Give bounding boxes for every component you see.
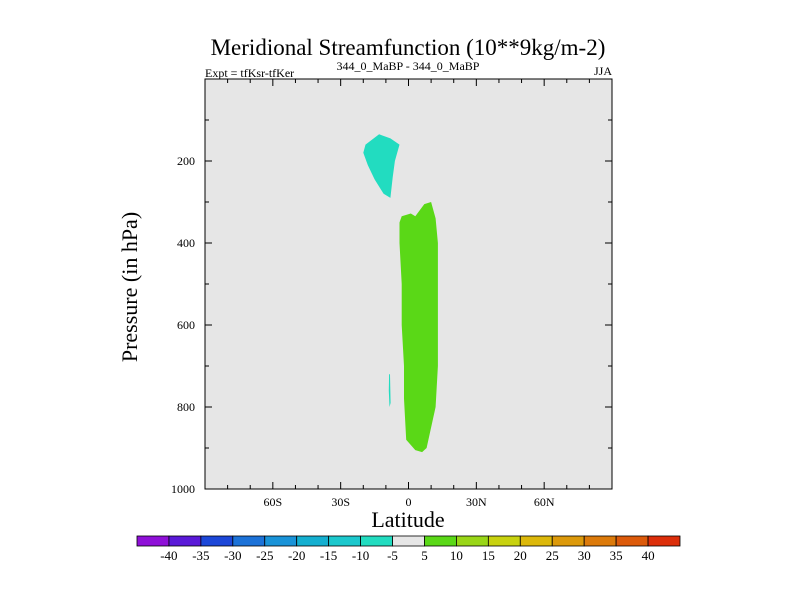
colorbar-swatch <box>168 535 202 547</box>
experiment-label: Expt = tfKsr-tfKer <box>205 66 294 80</box>
colorbar-swatch <box>519 535 553 547</box>
y-axis-label: Pressure (in hPa) <box>117 212 142 362</box>
x-axis-label: Latitude <box>371 507 444 532</box>
contour-region-negative-sliver <box>388 374 391 407</box>
colorbar-label: -40 <box>160 548 177 563</box>
chart-title: Meridional Streamfunction (10**9kg/m-2) <box>211 35 606 60</box>
contour-regions <box>363 134 438 453</box>
colorbar-swatch <box>136 535 170 547</box>
x-tick-label: 60N <box>534 495 555 509</box>
season-label: JJA <box>594 64 612 78</box>
colorbar-label: 30 <box>578 548 591 563</box>
colorbar-label: 40 <box>642 548 655 563</box>
colorbar-label: 15 <box>482 548 495 563</box>
y-tick-label: 800 <box>177 400 195 414</box>
colorbar-label: 35 <box>610 548 623 563</box>
colorbar-label: 20 <box>514 548 527 563</box>
y-tick-label: 200 <box>177 154 195 168</box>
colorbar-label: -30 <box>224 548 241 563</box>
colorbar-label: -20 <box>288 548 305 563</box>
axis-ticks: 60S 30S 0 30N 60N 200 400 600 800 1000 <box>171 79 612 509</box>
contour-region-positive-cell <box>399 202 438 453</box>
colorbar: -40 -35 -30 -25 -20 -15 -10 -5 5 10 15 20 25 30 35 40 <box>136 535 681 563</box>
y-tick-label: 1000 <box>171 482 195 496</box>
colorbar-swatch <box>232 535 266 547</box>
colorbar-label: 10 <box>450 548 463 563</box>
colorbar-swatch <box>264 535 298 547</box>
colorbar-label: -15 <box>320 548 337 563</box>
colorbar-swatch <box>456 535 489 547</box>
x-tick-label: 30S <box>331 495 350 509</box>
x-tick-label: 60S <box>263 495 282 509</box>
y-tick-label: 400 <box>177 236 195 250</box>
colorbar-swatch <box>328 535 361 547</box>
colorbar-swatch <box>360 535 393 547</box>
colorbar-label: -10 <box>352 548 369 563</box>
colorbar-swatch <box>296 535 330 547</box>
colorbar-swatch <box>647 535 681 547</box>
contour-region-negative-cell-upper <box>363 134 400 198</box>
y-tick-label: 600 <box>177 318 195 332</box>
x-tick-label: 30N <box>466 495 487 509</box>
colorbar-swatch <box>200 535 234 547</box>
colorbar-label: 5 <box>421 548 428 563</box>
colorbar-swatch <box>615 535 649 547</box>
colorbar-swatch <box>487 535 521 547</box>
colorbar-label: -5 <box>387 548 398 563</box>
colorbar-label: -35 <box>192 548 209 563</box>
colorbar-label: 25 <box>546 548 559 563</box>
x-tick-label: 0 <box>406 495 412 509</box>
colorbar-swatch <box>392 535 425 547</box>
colorbar-swatch <box>583 535 617 547</box>
comparison-label: 344_0_MaBP - 344_0_MaBP <box>337 59 480 73</box>
colorbar-swatch <box>551 535 585 547</box>
colorbar-swatch <box>424 535 457 547</box>
colorbar-label: -25 <box>256 548 273 563</box>
